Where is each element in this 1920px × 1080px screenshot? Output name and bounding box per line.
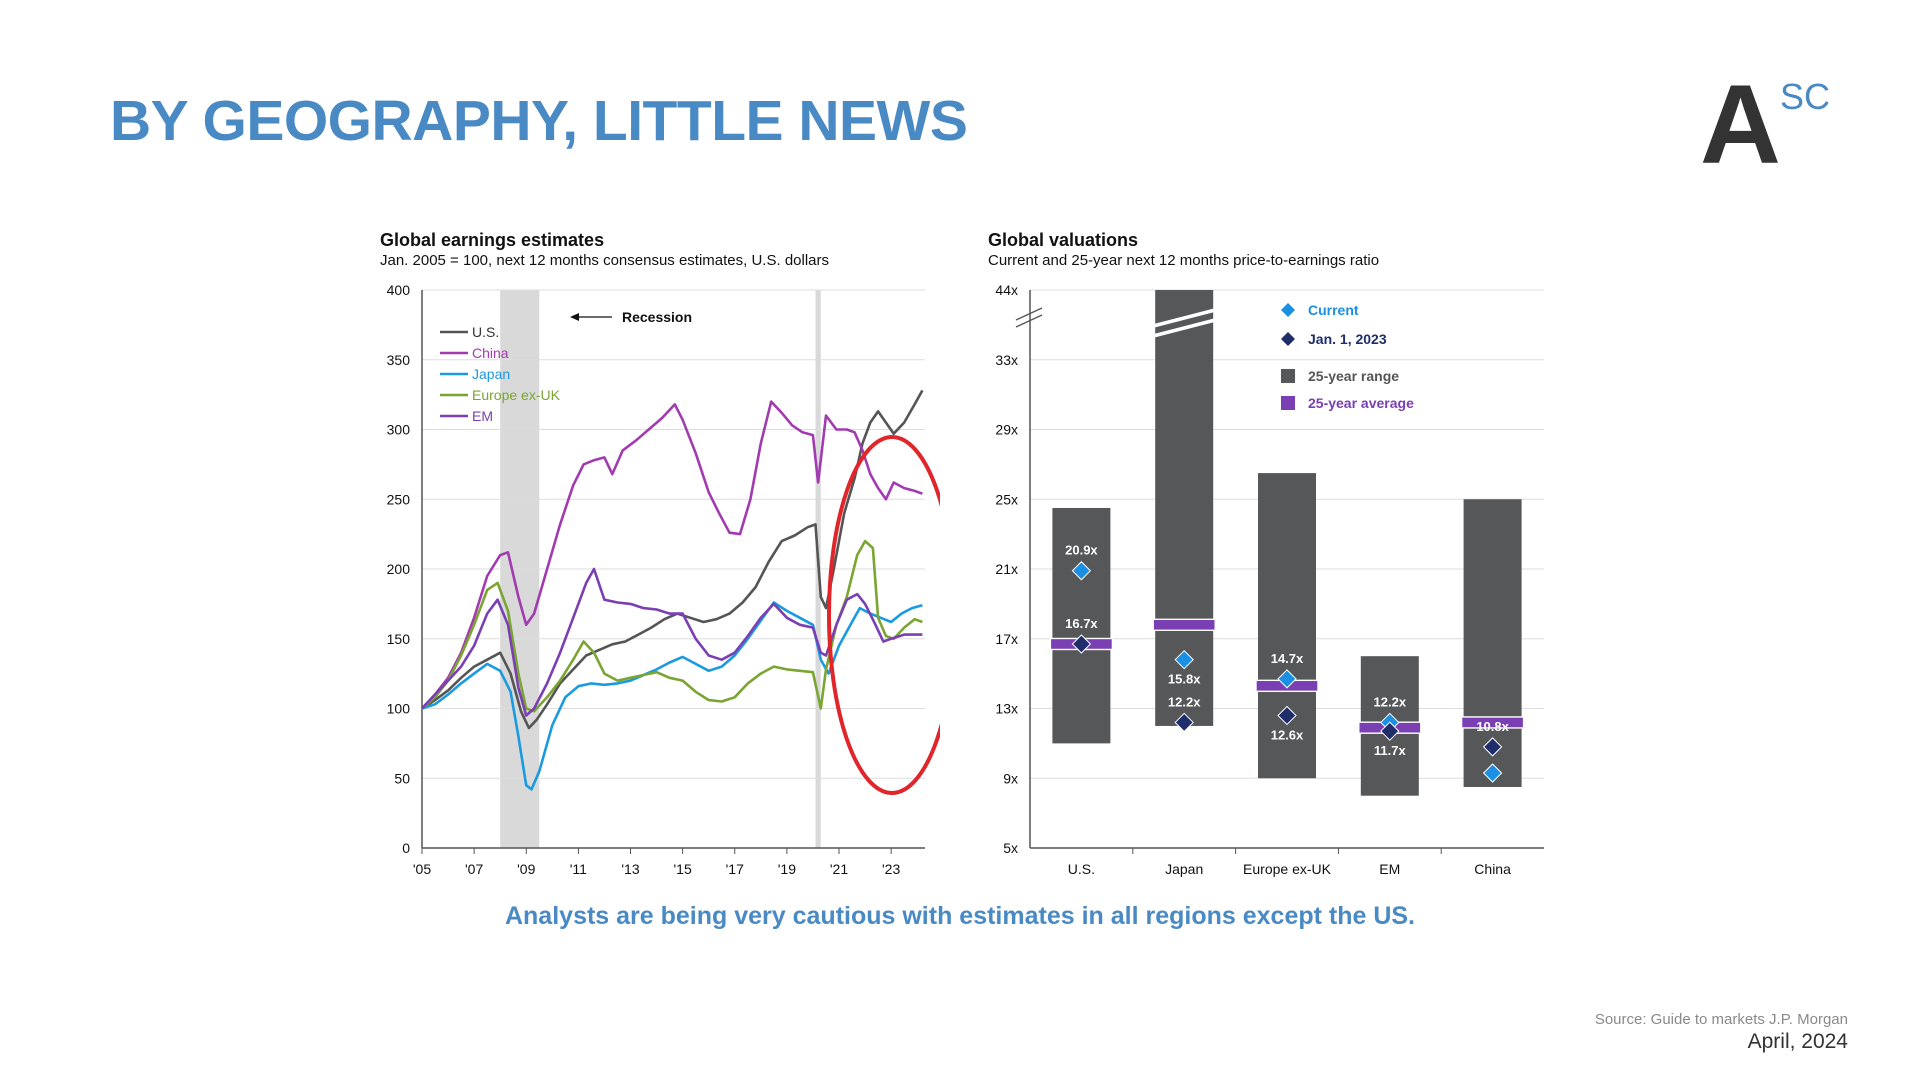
legend-label-1: Jan. 1, 2023 — [1308, 331, 1387, 347]
bar-break-mark-1 — [1152, 308, 1216, 328]
category-label-2: Europe ex-UK — [1243, 861, 1332, 877]
current-marker-0 — [1071, 561, 1092, 581]
legend-marker-0 — [1281, 303, 1295, 317]
current-marker-1 — [1174, 649, 1194, 670]
x-tick-label-3: '11 — [570, 861, 587, 877]
val-y-tick-label-2: 13x — [995, 701, 1018, 717]
valuations-chart-subtitle: Current and 25-year next 12 months price… — [988, 252, 1380, 269]
current-marker-2 — [1277, 669, 1297, 689]
legend-marker-2 — [1281, 369, 1295, 383]
series-line-3 — [421, 539, 923, 713]
y-tick-label-7: 350 — [387, 352, 411, 368]
val-y-tick-label-4: 21x — [995, 561, 1018, 577]
average-band-1 — [1152, 618, 1216, 631]
logo-superscript: SC — [1780, 76, 1831, 117]
highlight-ellipse — [827, 435, 940, 795]
category-label-1: Japan — [1165, 861, 1203, 877]
current-label-2: 14.7x — [1271, 651, 1304, 666]
y-tick-label-4: 200 — [387, 561, 411, 577]
jan2023-label-2: 12.6x — [1271, 727, 1304, 742]
legend-marker-3 — [1281, 396, 1295, 410]
x-tick-label-8: '21 — [830, 861, 848, 877]
y-tick-label-6: 300 — [387, 422, 411, 438]
range-bar-0 — [1052, 507, 1111, 744]
jan2023-marker-3 — [1380, 721, 1400, 741]
legend-label-3: Europe ex-UK — [472, 387, 561, 403]
bar-break-mark-2 — [1152, 318, 1216, 338]
series-line-4 — [421, 567, 923, 717]
legend-label-4: EM — [472, 408, 493, 424]
series-line-1 — [421, 400, 923, 710]
axis-break-mark-1 — [1015, 307, 1043, 321]
val-y-tick-label-1: 9x — [1003, 770, 1018, 786]
val-y-tick-label-3: 17x — [995, 631, 1018, 647]
slide-title: BY GEOGRAPHY, LITTLE NEWS — [110, 89, 968, 153]
jan2023-marker-2 — [1277, 705, 1297, 726]
val-y-tick-label-0: 5x — [1003, 840, 1018, 856]
x-tick-label-7: '19 — [778, 861, 796, 877]
recession-label: Recession — [622, 309, 692, 325]
current-marker-4 — [1482, 763, 1503, 783]
jan2023-marker-0 — [1071, 634, 1092, 654]
x-tick-label-6: '17 — [726, 861, 744, 877]
category-label-0: U.S. — [1068, 861, 1095, 877]
earnings-chart-title: Global earnings estimates — [380, 230, 605, 250]
legend-label-3: 25-year average — [1308, 395, 1414, 411]
category-label-4: China — [1474, 861, 1511, 877]
val-y-tick-label-6: 29x — [995, 422, 1018, 438]
jan2023-label-4: 10.8x — [1476, 719, 1509, 734]
valuations-chart-title: Global valuations — [988, 230, 1139, 250]
asc-logo: A SC — [1700, 62, 1831, 187]
val-y-tick-label-8: 44x — [995, 282, 1018, 298]
x-tick-label-5: '15 — [673, 861, 691, 877]
jan2023-marker-4 — [1482, 737, 1503, 757]
current-label-4: 9.3x — [1480, 785, 1506, 800]
val-y-tick-label-7: 33x — [995, 352, 1018, 368]
val-y-tick-label-5: 25x — [995, 491, 1018, 507]
legend-label-0: U.S. — [472, 324, 499, 340]
slide-caption: Analysts are being very cautious with es… — [504, 902, 1416, 930]
series-line-2 — [421, 601, 923, 791]
x-tick-label-1: '07 — [465, 861, 483, 877]
valuations-chart-panel: Global valuations Current and 25-year ne… — [988, 230, 1558, 890]
current-label-0: 20.9x — [1065, 543, 1098, 558]
jan2023-label-0: 16.7x — [1065, 616, 1098, 631]
average-band-4 — [1460, 716, 1525, 729]
x-tick-label-2: '09 — [517, 861, 535, 877]
category-label-3: EM — [1379, 861, 1400, 877]
y-tick-label-0: 0 — [402, 840, 410, 856]
jan2023-marker-1 — [1174, 712, 1194, 733]
y-tick-label-1: 50 — [394, 770, 410, 786]
legend-label-1: China — [472, 345, 509, 361]
x-tick-label-9: '23 — [882, 861, 900, 877]
y-tick-label-3: 150 — [387, 631, 411, 647]
y-tick-label-8: 400 — [387, 282, 411, 298]
x-tick-label-4: '13 — [621, 861, 639, 877]
slide-date: April, 2024 — [1747, 1030, 1848, 1053]
recession-arrow-head — [570, 313, 579, 321]
y-tick-label-2: 100 — [387, 701, 411, 717]
earnings-line-chart: 0 50 100 150 200 250 300 350 400 '05 '07 '09 '11 '13 '… — [387, 282, 940, 877]
y-tick-label-5: 250 — [387, 491, 411, 507]
valuations-bar-chart: 5x 9x 13x 17x 21x 25x 29x 33x 44x U.S. Japan Europe… — [995, 282, 1544, 877]
range-bar-2 — [1258, 473, 1316, 779]
current-label-1: 15.8x — [1168, 672, 1201, 687]
jan2023-label-1: 12.2x — [1168, 694, 1201, 709]
legend-marker-1 — [1281, 332, 1295, 346]
jan2023-label-3: 11.7x — [1374, 743, 1407, 758]
earnings-chart-subtitle: Jan. 2005 = 100, next 12 months consensu… — [380, 252, 830, 269]
logo-letter: A — [1700, 62, 1781, 187]
legend-label-2: 25-year range — [1308, 368, 1399, 384]
legend-label-0: Current — [1308, 302, 1359, 318]
source-note: Source: Guide to markets J.P. Morgan — [1594, 1011, 1848, 1028]
earnings-chart-panel: Global earnings estimates Jan. 2005 = 10… — [380, 230, 940, 890]
axis-break-mark-2 — [1015, 314, 1043, 328]
current-label-3: 12.2x — [1374, 694, 1407, 709]
x-tick-label-0: '05 — [413, 861, 431, 877]
legend-label-2: Japan — [472, 366, 510, 382]
